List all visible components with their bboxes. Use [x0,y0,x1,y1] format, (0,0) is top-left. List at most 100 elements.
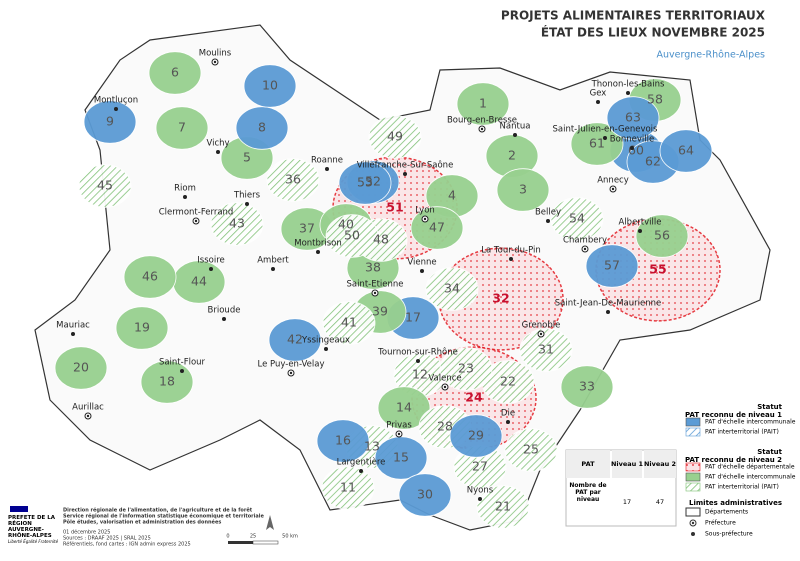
city-label: Le Puy-en-Velay [258,360,325,370]
territory-area [496,168,550,212]
territory-area [570,122,624,166]
territory-label: 33 [579,379,595,394]
table-cell [566,450,610,478]
territory-label: 23 [458,361,474,376]
city-label: Brioude [208,306,241,316]
territory-area [449,414,503,458]
footer-block: PRÉFETE DE LA RÉGION AUVERGNE-RHÔNE-ALPE… [8,515,59,545]
sub-prefecture-dot [114,107,118,111]
scale-bar [252,540,279,545]
sub-prefecture-dot [606,310,610,314]
sub-prefecture-dot [478,497,482,501]
sub-prefecture-dot [183,195,187,199]
territory-label: 17 [405,310,421,325]
territory-label: 28 [437,419,453,434]
city-label: Ambert [257,256,289,266]
territory-label: 4 [448,188,456,203]
territory-area [659,129,713,173]
title: PROJETS ALIMENTAIRES TERRITORIAUX [501,9,766,23]
city-label: Montluçon [94,96,138,106]
scale-label: 0 [226,534,229,540]
territory-label: 20 [73,360,89,375]
territory-label: 52 [365,174,381,189]
territory-label: 2 [508,148,516,163]
city-label: Riom [174,184,196,194]
legend-swatch [685,482,701,492]
city-label: Vichy [206,139,229,149]
city-label: Gex [590,89,607,99]
legend-symbol [691,532,695,536]
legend-label: Départements [705,509,748,516]
city-label: Grenoble [522,321,561,331]
prefect: PRÉFETE DE LA RÉGION AUVERGNE-RHÔNE-ALPE… [8,515,55,540]
territory-label: 61 [589,136,605,151]
territory-label: 48 [373,232,389,247]
prefecture-dot [86,414,90,418]
north-arrow [266,515,274,530]
sub-prefecture-dot [509,257,513,261]
sub-prefecture-dot [271,267,275,271]
territory-label: 3 [519,182,527,197]
sub-prefecture-dot [324,347,328,351]
city-label: Saint-Jean-De-Maurienne [555,299,662,309]
table-cell [612,450,642,478]
territory-area [316,419,370,463]
city-label: Vienne [407,258,436,268]
sub-prefecture-dot [596,100,600,104]
org: Service régional de l'information statis… [63,513,264,520]
sub-prefecture-dot [630,146,634,150]
territory-area [123,255,177,299]
territory-area [83,100,137,144]
org: Direction régionale de l'alimentation, d… [63,507,253,514]
territory-area [456,82,510,126]
territory-area [439,347,493,391]
legend-label: PAT interterritorial (PAIT) [705,429,779,436]
territory-area [140,360,194,404]
territory-area [476,485,530,529]
sub-prefecture-dot [403,172,407,176]
scale-label: 25 [250,534,256,540]
territory-label: 41 [341,315,357,330]
motto: Liberté Égalité Fraternité [8,539,59,545]
territory-area [325,214,379,258]
territory-label: 11 [340,480,356,495]
legend-swatch [685,417,701,427]
legend-label: PAT interterritorial (PAIT) [705,484,779,491]
scale-label: 50 km [282,534,298,540]
territory-label: 36 [285,172,301,187]
territory-label: 38 [365,260,381,275]
city-label: Privas [386,421,412,431]
territory-area [115,306,169,350]
prefecture-dot [583,247,587,251]
territory-area [606,96,660,140]
table-header: PAT [581,460,595,468]
city-label: Saint-Julien-en-Genevois [553,125,659,135]
territory-area [377,386,431,430]
territory-label: 8 [258,120,266,135]
territory-label: 50 [344,228,360,243]
legend-symbol [691,521,695,525]
sub-prefecture-dot [416,359,420,363]
refs: Référentiels, fond cartes : IGN admin ex… [63,541,191,548]
legend-title: Statut [757,403,782,411]
territory-label: 10 [262,78,278,93]
territory-label: 57 [604,258,620,273]
territory-label: 39 [372,304,388,319]
territory-label: 19 [134,320,150,335]
sub-prefecture-dot [359,469,363,473]
prefecture-dot [611,187,615,191]
org: Pôle études, valorisation et administrat… [63,519,221,526]
sub-prefecture-dot [71,332,75,336]
legend-title: Statut [757,448,782,456]
city-label: Thonon-les-Bains [591,80,665,90]
legend-label: PAT d'échelle intercommunale [705,474,796,481]
sub-prefecture-dot [316,250,320,254]
territory-label: 24 [465,390,483,405]
subtitle: Auvergne-Rhône-Alpes [656,50,765,61]
territory-area [54,346,108,390]
territory-label: 6 [171,65,179,80]
sub-prefecture-dot [506,420,510,424]
territory-area [585,244,639,288]
